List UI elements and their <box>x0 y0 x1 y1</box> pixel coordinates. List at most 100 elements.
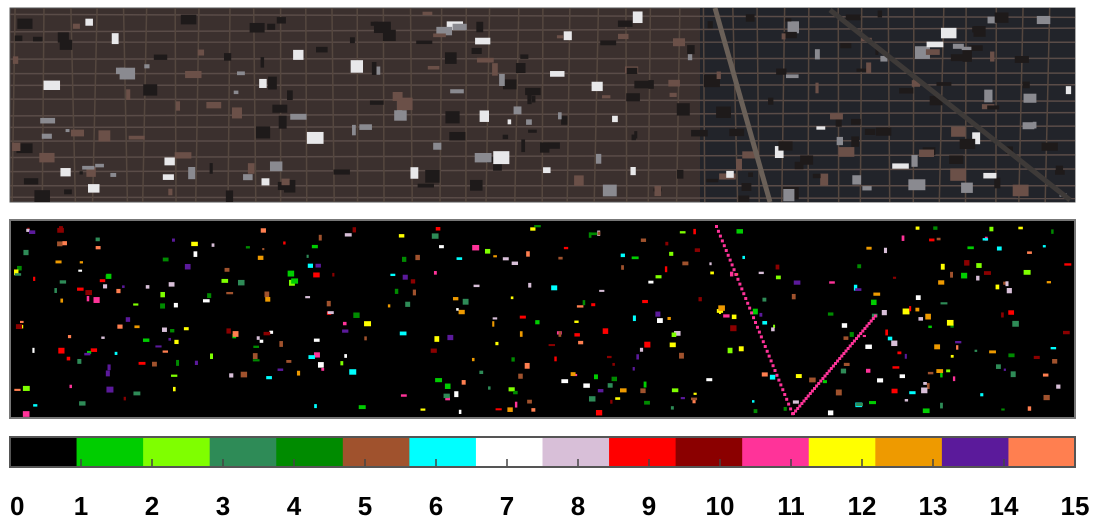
building <box>425 170 439 183</box>
labeled-pixel <box>225 268 230 272</box>
building <box>450 89 464 93</box>
building <box>612 116 618 122</box>
labeled-pixel <box>518 374 523 379</box>
labeled-pixel <box>262 248 264 250</box>
building <box>58 32 69 42</box>
labeled-pixel <box>706 378 712 381</box>
labeled-pixel <box>525 363 530 369</box>
labeled-pixel <box>828 312 833 315</box>
tick-label: 14 <box>990 491 1019 521</box>
building <box>262 178 270 185</box>
labeled-pixel <box>892 389 898 394</box>
building <box>995 12 1009 22</box>
labeled-pixel <box>308 264 313 268</box>
tick-label: 9 <box>642 491 656 521</box>
labeled-pixel <box>756 326 759 329</box>
labeled-pixel <box>925 314 931 320</box>
labeled-pixel <box>319 235 322 241</box>
labeled-pixel <box>905 354 907 359</box>
labeled-pixel <box>777 379 780 382</box>
labeled-pixel <box>415 255 420 260</box>
labeled-pixel <box>143 338 149 341</box>
labeled-pixel <box>434 336 439 342</box>
building <box>983 173 996 179</box>
road <box>808 8 809 202</box>
labeled-pixel <box>226 328 230 333</box>
labeled-pixel <box>60 299 63 303</box>
labeled-pixel <box>723 314 729 317</box>
building <box>521 139 525 152</box>
ground-truth-map <box>10 220 1075 418</box>
building <box>926 49 940 55</box>
labeled-pixel <box>207 293 211 298</box>
labeled-pixel <box>288 271 295 277</box>
building <box>813 174 821 178</box>
labeled-pixel <box>731 263 734 266</box>
building <box>865 129 875 135</box>
labeled-pixel <box>918 317 923 321</box>
building <box>778 141 792 150</box>
labeled-pixel <box>512 262 518 265</box>
labeled-pixel <box>241 372 247 378</box>
labeled-pixel <box>77 359 81 364</box>
building <box>962 47 972 50</box>
labeled-pixel <box>353 227 356 232</box>
building <box>990 52 994 62</box>
building <box>1015 56 1029 63</box>
labeled-pixel <box>117 325 122 329</box>
building <box>557 35 563 38</box>
building <box>477 58 494 63</box>
labeled-pixel <box>314 404 317 408</box>
labeled-pixel <box>402 257 406 262</box>
labeled-pixel <box>903 309 910 315</box>
building <box>350 37 355 43</box>
labeled-pixel <box>68 335 71 338</box>
building <box>279 116 287 129</box>
labeled-pixel <box>364 321 371 326</box>
labeled-pixel <box>212 243 215 246</box>
labeled-pixel <box>938 280 944 284</box>
labeled-pixel <box>291 278 298 283</box>
building <box>112 33 119 44</box>
labeled-pixel <box>946 369 950 372</box>
labeled-pixel <box>526 251 530 256</box>
labeled-pixel <box>399 234 404 237</box>
building <box>287 90 293 100</box>
building <box>840 43 851 48</box>
labeled-pixel <box>591 232 597 235</box>
labeled-pixel <box>388 304 390 307</box>
building <box>226 190 233 202</box>
building <box>783 189 794 201</box>
building <box>126 89 130 100</box>
labeled-pixel <box>176 360 179 366</box>
labeled-pixel <box>462 380 466 385</box>
labeled-pixel <box>929 239 934 242</box>
labeled-pixel <box>753 309 758 315</box>
building <box>815 49 820 59</box>
building <box>154 55 167 60</box>
labeled-pixel <box>421 409 426 411</box>
labeled-pixel <box>888 337 892 341</box>
building <box>550 71 564 77</box>
labeled-pixel <box>316 264 321 268</box>
building <box>574 175 584 185</box>
labeled-pixel <box>953 376 955 381</box>
building <box>516 63 526 73</box>
labeled-pixel <box>62 241 67 245</box>
labeled-pixel <box>84 353 90 356</box>
labeled-pixel <box>535 320 539 324</box>
labeled-pixel <box>496 408 502 410</box>
building <box>717 72 721 80</box>
tick-label: 6 <box>429 491 443 521</box>
colorbar-segment <box>409 437 476 467</box>
labeled-pixel <box>719 235 722 238</box>
labeled-pixel <box>775 374 778 377</box>
labeled-pixel <box>681 397 685 399</box>
figure: 0123456789101112131415 <box>0 0 1103 526</box>
labeled-pixel <box>873 293 880 296</box>
colorbar-segment <box>10 437 77 467</box>
building <box>15 36 23 42</box>
building <box>911 155 917 167</box>
labeled-pixel <box>715 225 718 228</box>
building <box>416 41 432 44</box>
